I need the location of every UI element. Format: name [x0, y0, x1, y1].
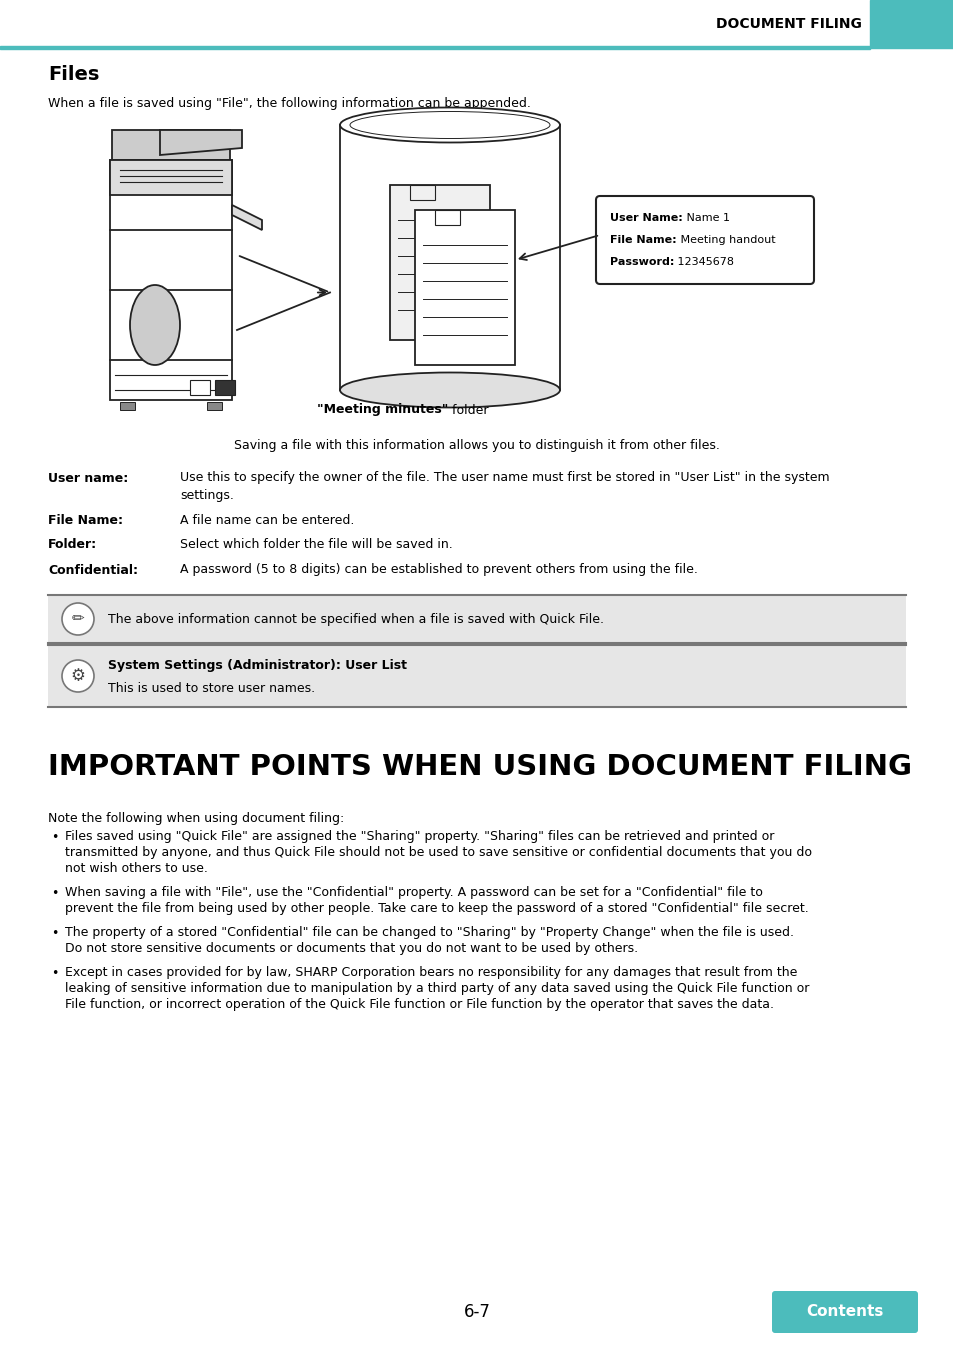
Text: When saving a file with "File", use the "Confidential" property. A password can : When saving a file with "File", use the …	[65, 886, 762, 899]
Bar	[48, 645, 905, 707]
Text: ✏: ✏	[71, 612, 84, 626]
Bar	[0, 0, 953, 49]
Text: User Name:: User Name:	[609, 213, 682, 223]
Bar	[339, 126, 559, 390]
Text: File function, or incorrect operation of the Quick File function or File functio: File function, or incorrect operation of…	[65, 998, 773, 1011]
Text: Do not store sensitive documents or documents that you do not want to be used by: Do not store sensitive documents or docu…	[65, 942, 638, 954]
Text: IMPORTANT POINTS WHEN USING DOCUMENT FILING: IMPORTANT POINTS WHEN USING DOCUMENT FIL…	[48, 753, 911, 782]
Text: Password:: Password:	[609, 256, 674, 267]
Ellipse shape	[339, 373, 559, 408]
Text: folder: folder	[448, 404, 488, 417]
Ellipse shape	[350, 112, 550, 139]
Text: •: •	[51, 832, 59, 844]
Text: System Settings (Administrator): User List: System Settings (Administrator): User Li…	[108, 659, 407, 671]
FancyBboxPatch shape	[771, 1291, 917, 1332]
Text: not wish others to use.: not wish others to use.	[65, 863, 208, 875]
Text: Except in cases provided for by law, SHARP Corporation bears no responsibility f: Except in cases provided for by law, SHA…	[65, 967, 797, 979]
Text: Note the following when using document filing:: Note the following when using document f…	[48, 811, 344, 825]
Bar	[0, 46, 869, 49]
FancyBboxPatch shape	[596, 196, 813, 284]
Bar	[120, 402, 135, 410]
Text: The property of a stored "Confidential" file can be changed to "Sharing" by "Pro: The property of a stored "Confidential" …	[65, 926, 793, 940]
Text: The above information cannot be specified when a file is saved with Quick File.: The above information cannot be specifie…	[108, 613, 603, 625]
Text: •: •	[51, 887, 59, 900]
Text: prevent the file from being used by other people. Take care to keep the password: prevent the file from being used by othe…	[65, 902, 808, 915]
Text: A password (5 to 8 digits) can be established to prevent others from using the f: A password (5 to 8 digits) can be establ…	[180, 563, 698, 576]
Polygon shape	[160, 130, 242, 155]
Text: Saving a file with this information allows you to distinguish it from other file: Saving a file with this information allo…	[233, 439, 720, 451]
Text: •: •	[51, 967, 59, 980]
Text: Folder:: Folder:	[48, 539, 97, 552]
Text: Confidential:: Confidential:	[48, 563, 138, 576]
Text: "Meeting minutes": "Meeting minutes"	[316, 404, 448, 417]
Bar	[869, 0, 953, 49]
Bar	[435, 211, 459, 225]
Text: 6-7: 6-7	[463, 1303, 490, 1322]
Bar	[207, 402, 222, 410]
Text: Use this to specify the owner of the file. The user name must first be stored in: Use this to specify the owner of the fil…	[180, 471, 829, 485]
Text: settings.: settings.	[180, 489, 233, 501]
Text: Name 1: Name 1	[682, 213, 729, 223]
Text: 12345678: 12345678	[674, 256, 734, 267]
Text: When a file is saved using "File", the following information can be appended.: When a file is saved using "File", the f…	[48, 96, 530, 109]
Bar	[110, 161, 232, 400]
Text: User name:: User name:	[48, 471, 128, 485]
Text: A file name can be entered.: A file name can be entered.	[180, 513, 354, 526]
Text: This is used to store user names.: This is used to store user names.	[108, 682, 314, 694]
Polygon shape	[232, 205, 262, 230]
Text: Select which folder the file will be saved in.: Select which folder the file will be sav…	[180, 539, 453, 552]
Bar	[415, 211, 515, 364]
Text: •: •	[51, 927, 59, 940]
Text: ⚙: ⚙	[71, 667, 86, 684]
Text: File Name:: File Name:	[48, 513, 123, 526]
Circle shape	[62, 603, 94, 634]
Bar	[390, 185, 490, 340]
Bar	[112, 130, 230, 161]
Ellipse shape	[339, 108, 559, 143]
Bar	[48, 595, 905, 643]
Text: Files: Files	[48, 66, 99, 85]
Text: Meeting handout: Meeting handout	[676, 235, 775, 244]
Bar	[110, 161, 232, 194]
Text: transmitted by anyone, and thus Quick File should not be used to save sensitive : transmitted by anyone, and thus Quick Fi…	[65, 846, 811, 859]
Bar	[410, 185, 435, 200]
Text: Files saved using "Quick File" are assigned the "Sharing" property. "Sharing" fi: Files saved using "Quick File" are assig…	[65, 830, 774, 842]
Text: DOCUMENT FILING: DOCUMENT FILING	[716, 18, 862, 31]
Circle shape	[62, 660, 94, 693]
Bar	[214, 379, 234, 396]
Bar	[190, 379, 210, 396]
Text: Contents: Contents	[805, 1304, 882, 1319]
Text: leaking of sensitive information due to manipulation by a third party of any dat: leaking of sensitive information due to …	[65, 981, 808, 995]
Ellipse shape	[130, 285, 180, 364]
Text: File Name:: File Name:	[609, 235, 676, 244]
